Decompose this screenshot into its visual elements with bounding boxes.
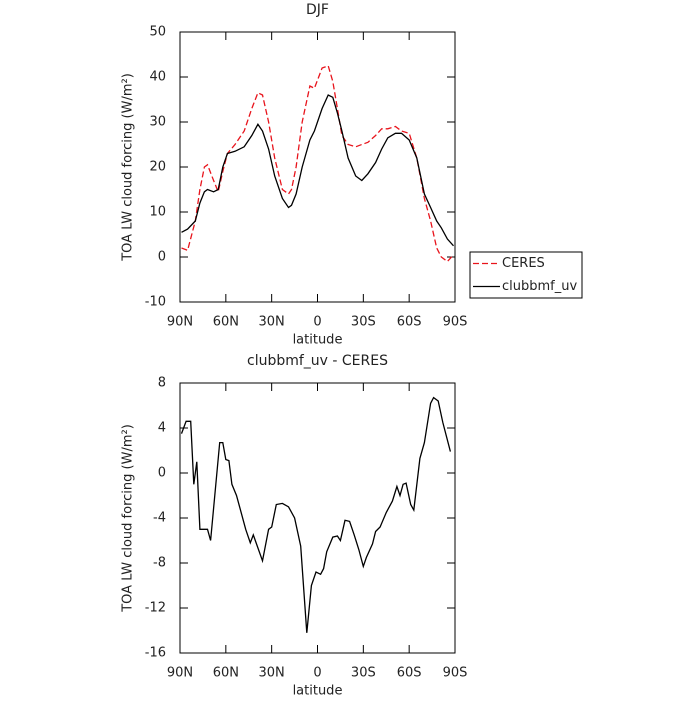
x-axis-label: latitude bbox=[293, 684, 343, 699]
x-tick-label: 0 bbox=[313, 666, 321, 681]
x-tick-label: 0 bbox=[313, 315, 321, 330]
x-tick-label: 60S bbox=[397, 315, 422, 330]
x-axis-label: latitude bbox=[293, 333, 343, 348]
plot-frame bbox=[179, 31, 456, 303]
data-line bbox=[181, 94, 454, 247]
x-tick-label: 90S bbox=[443, 666, 468, 681]
plot-frame bbox=[179, 382, 456, 654]
data-line bbox=[181, 64, 454, 263]
x-tick-label: 90N bbox=[167, 666, 193, 681]
y-tick-label: -4 bbox=[153, 511, 166, 526]
data-line bbox=[180, 396, 452, 633]
y-tick-label: 0 bbox=[158, 250, 166, 265]
y-tick-label: 10 bbox=[149, 205, 166, 220]
x-tick-label: 30S bbox=[351, 315, 376, 330]
y-tick-label: 20 bbox=[149, 160, 166, 175]
x-tick-label: 90S bbox=[443, 315, 468, 330]
y-tick-label: -10 bbox=[145, 295, 166, 310]
x-tick-label: 60S bbox=[397, 666, 422, 681]
x-tick-label: 60N bbox=[213, 666, 239, 681]
y-tick-label: 30 bbox=[149, 115, 166, 130]
y-tick-label: 40 bbox=[149, 70, 166, 85]
x-tick-label: 60N bbox=[213, 315, 239, 330]
y-tick-label: 8 bbox=[158, 376, 166, 391]
y-axis-label: TOA LW cloud forcing (W/m²) bbox=[121, 424, 136, 613]
y-tick-label: -12 bbox=[145, 601, 166, 616]
chart-title: DJF bbox=[306, 2, 329, 18]
y-axis-label: TOA LW cloud forcing (W/m²) bbox=[121, 73, 136, 262]
x-tick-label: 30N bbox=[259, 315, 285, 330]
legend-label: clubbmf_uv bbox=[502, 279, 577, 294]
legend-label: CERES bbox=[502, 256, 545, 271]
y-tick-label: 50 bbox=[149, 25, 166, 40]
y-tick-label: -16 bbox=[145, 646, 166, 661]
y-tick-label: 4 bbox=[158, 421, 166, 436]
x-tick-label: 30N bbox=[259, 666, 285, 681]
chart-title: clubbmf_uv - CERES bbox=[247, 353, 388, 369]
x-tick-label: 30S bbox=[351, 666, 376, 681]
x-tick-label: 90N bbox=[167, 315, 193, 330]
y-tick-label: -8 bbox=[153, 556, 166, 571]
y-tick-label: 0 bbox=[158, 466, 166, 481]
legend-box bbox=[469, 251, 583, 299]
